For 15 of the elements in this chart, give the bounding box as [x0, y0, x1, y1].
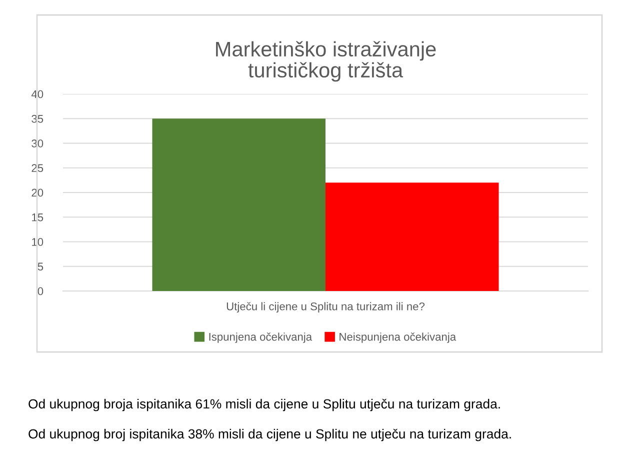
y-tick-label: 25 [32, 164, 44, 172]
legend-label: Ispunjena očekivanja [209, 332, 312, 343]
y-tick-label: 35 [32, 114, 44, 123]
legend-label: Neispunjena očekivanja [340, 332, 456, 343]
y-tick-label: 20 [32, 188, 44, 197]
y-tick-label: 0 [38, 287, 44, 296]
y-tick-label: 5 [38, 262, 44, 271]
x-tick-label: Utječu li cijene u Splitu na turizam ili ne? [226, 302, 425, 313]
y-tick-label: 10 [32, 238, 44, 246]
y-tick-label: 30 [32, 140, 44, 148]
y-tick-label: 15 [32, 214, 44, 222]
text: Od ukupnog broj ispitanika 38% misli da cijene u Splitu ne utječu na turizam grada. [28, 428, 511, 442]
chart-title: Marketinško istraživanje turističkog tržišta [216, 41, 436, 82]
text: Od ukupnog broja ispitanika 61% misli da cijene u Splitu utječu na turizam grada. [28, 398, 500, 412]
y-tick-label: 40 [31, 90, 44, 98]
